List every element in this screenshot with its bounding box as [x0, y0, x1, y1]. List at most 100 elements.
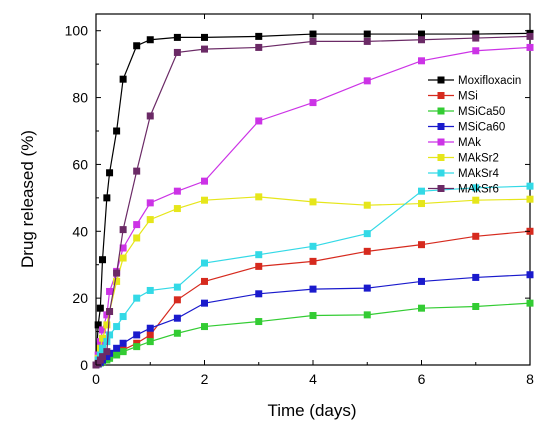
data-point: [106, 169, 114, 177]
data-point: [119, 75, 127, 83]
data-point: [201, 259, 208, 267]
data-point: [472, 232, 480, 240]
data-point: [309, 99, 317, 107]
data-point: [309, 30, 317, 38]
legend-item: MSi: [428, 91, 478, 103]
legend-item: MSiCa50: [428, 106, 505, 118]
data-point: [309, 257, 317, 265]
series-moxifloxacin: [92, 29, 534, 369]
data-point: [99, 326, 107, 334]
data-point: [309, 198, 317, 206]
data-point: [119, 313, 127, 321]
y-tick-label: 0: [80, 357, 88, 373]
data-point: [146, 36, 154, 44]
data-point: [472, 184, 480, 192]
data-point: [201, 277, 208, 285]
y-axis: 0 20 40 60 80 100: [65, 23, 530, 373]
data-point: [255, 117, 263, 125]
data-point: [418, 200, 425, 208]
data-point: [309, 37, 317, 45]
data-point: [173, 187, 181, 195]
legend-item: Moxifloxacin: [428, 75, 521, 87]
legend: Moxifloxacin MSi MSiCa50 MSiCa60 MAk MAkSr2 MA…: [428, 75, 521, 196]
data-point: [526, 271, 534, 279]
data-point: [146, 112, 154, 120]
x-tick-label: 6: [418, 371, 426, 387]
data-point: [201, 177, 208, 185]
legend-label: MAkSr6: [458, 184, 499, 196]
data-point: [255, 290, 263, 298]
data-point: [99, 334, 107, 342]
legend-label: MSi: [458, 91, 478, 103]
series-line: [95, 230, 531, 366]
data-point: [255, 193, 263, 201]
data-point: [526, 32, 534, 40]
data-point: [363, 230, 371, 238]
series-maksr6: [92, 32, 534, 369]
data-point: [133, 234, 141, 242]
data-point: [201, 45, 208, 53]
data-point: [418, 304, 425, 312]
data-point: [418, 187, 425, 195]
x-tick-label: 0: [92, 371, 100, 387]
data-point: [363, 30, 371, 38]
data-point: [526, 182, 534, 190]
data-point: [418, 277, 425, 285]
data-point: [103, 194, 111, 202]
data-point: [255, 32, 263, 40]
data-point: [99, 353, 107, 361]
series-line: [95, 32, 531, 366]
data-point: [472, 273, 480, 281]
data-point: [363, 247, 371, 255]
data-point: [113, 127, 121, 135]
data-point: [103, 321, 111, 329]
x-axis: 0 2 4 6 8: [92, 14, 534, 387]
y-tick-label: 100: [65, 23, 89, 39]
legend-marker: [437, 76, 445, 84]
data-point: [173, 205, 181, 213]
data-point: [363, 284, 371, 292]
data-point: [133, 331, 141, 339]
data-point: [146, 338, 154, 346]
x-tick-label: 8: [526, 371, 534, 387]
data-point: [113, 344, 121, 352]
data-point: [146, 324, 154, 332]
data-point: [363, 201, 371, 209]
legend-item: MAkSr4: [428, 168, 500, 180]
data-point: [106, 308, 114, 316]
data-point: [173, 283, 181, 291]
data-point: [201, 323, 208, 331]
legend-marker: [437, 185, 445, 192]
data-point: [94, 321, 102, 329]
data-point: [255, 251, 263, 259]
series-line: [95, 196, 531, 366]
data-point: [173, 314, 181, 322]
data-point: [119, 244, 127, 252]
legend-item: MAkSr6: [428, 184, 499, 196]
x-tick-label: 4: [309, 371, 317, 387]
data-point: [119, 226, 127, 234]
y-tick-label: 20: [72, 290, 88, 306]
legend-label: MSiCa60: [458, 122, 505, 134]
data-point: [173, 33, 181, 41]
data-point: [526, 43, 534, 51]
legend-label: MSiCa50: [458, 106, 505, 118]
series-maksr4: [92, 182, 534, 369]
y-axis-title: Drug released (%): [18, 130, 37, 268]
data-point: [363, 311, 371, 319]
data-point: [133, 294, 141, 302]
series-maksr2: [92, 193, 534, 369]
data-point: [526, 195, 534, 203]
data-point: [99, 256, 107, 264]
plot-area: [92, 13, 534, 369]
data-point: [113, 323, 121, 331]
legend-marker: [437, 169, 445, 177]
data-point: [106, 287, 114, 295]
data-point: [201, 196, 208, 204]
data-point: [201, 299, 208, 307]
data-point: [418, 30, 425, 38]
x-tick-label: 2: [201, 371, 209, 387]
data-point: [472, 30, 480, 38]
data-point: [472, 47, 480, 55]
